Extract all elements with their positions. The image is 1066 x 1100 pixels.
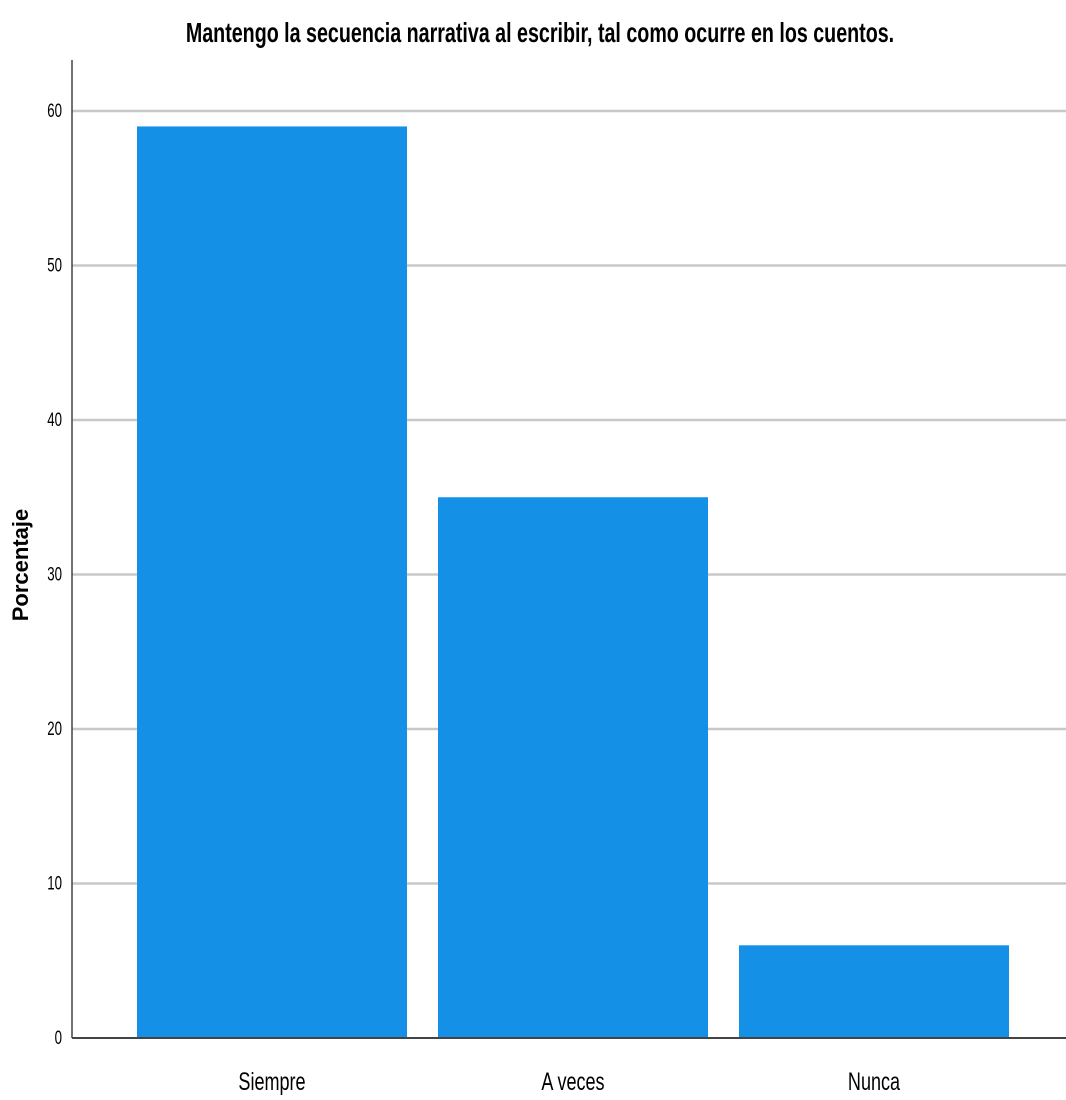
chart-title: Mantengo la secuencia narrativa al escri… xyxy=(186,18,894,49)
bar-a-veces xyxy=(438,497,708,1038)
y-tick-label: 0 xyxy=(55,1028,62,1049)
bar-siempre xyxy=(137,126,407,1038)
bars xyxy=(137,126,1009,1038)
x-tick-label: Siempre xyxy=(238,1067,305,1095)
y-tick-label: 20 xyxy=(47,719,62,740)
x-tick-label: Nunca xyxy=(848,1067,900,1095)
y-tick-label: 50 xyxy=(47,255,62,276)
y-tick-label: 10 xyxy=(47,873,62,894)
x-tick-label: A veces xyxy=(541,1067,604,1095)
y-tick-label: 30 xyxy=(47,564,62,585)
bar-nunca xyxy=(739,945,1009,1038)
x-tick-labels: Siempre A veces Nunca xyxy=(238,1067,900,1096)
y-axis-label: Porcentaje xyxy=(8,509,33,622)
y-tick-label: 60 xyxy=(47,101,62,122)
y-tick-label: 40 xyxy=(47,410,62,431)
y-tick-labels: 0 10 20 30 40 50 60 xyxy=(47,101,62,1049)
axes xyxy=(71,60,1066,1039)
